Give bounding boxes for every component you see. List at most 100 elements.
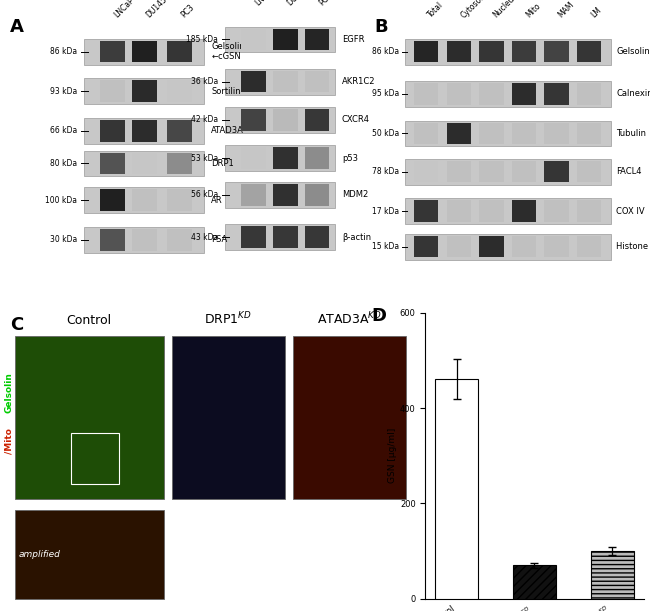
Text: p53: p53	[342, 153, 358, 163]
Bar	[414, 83, 439, 104]
Text: C: C	[10, 315, 24, 334]
Bar	[226, 182, 335, 208]
Bar	[414, 161, 439, 183]
Bar	[241, 29, 266, 50]
Bar	[414, 123, 439, 144]
Bar	[436, 379, 478, 599]
Bar	[479, 83, 504, 104]
Text: Gelsolin: Gelsolin	[4, 372, 13, 413]
Bar	[241, 109, 266, 131]
Bar	[167, 120, 192, 142]
Text: AKR1C2: AKR1C2	[342, 77, 375, 86]
Bar	[84, 118, 204, 144]
Text: ATAD3A$^{KD}$: ATAD3A$^{KD}$	[317, 310, 382, 327]
Bar	[226, 26, 335, 53]
Bar	[273, 184, 298, 205]
Bar	[447, 236, 471, 257]
Bar	[479, 161, 504, 183]
Bar	[226, 145, 335, 171]
Bar	[545, 41, 569, 62]
Text: Total: Total	[426, 1, 445, 20]
Text: B: B	[374, 18, 388, 35]
Text: 93 kDa: 93 kDa	[50, 87, 77, 96]
Text: 80 kDa: 80 kDa	[50, 159, 77, 168]
Y-axis label: GSN [μg/ml]: GSN [μg/ml]	[388, 428, 397, 483]
Text: 66 kDa: 66 kDa	[50, 126, 77, 135]
Text: EGFR: EGFR	[342, 35, 365, 44]
Bar	[414, 236, 439, 257]
Bar	[479, 200, 504, 222]
Bar	[273, 71, 298, 92]
Bar	[100, 81, 125, 102]
Text: Calnexin: Calnexin	[616, 89, 650, 98]
Bar	[545, 161, 569, 183]
Text: DRP1$^{KD}$: DRP1$^{KD}$	[204, 310, 252, 327]
Bar	[404, 233, 611, 260]
Bar	[404, 198, 611, 224]
Bar	[14, 510, 164, 599]
Text: Gelsolin: Gelsolin	[616, 47, 650, 56]
Text: LNCaP: LNCaP	[112, 0, 136, 20]
Bar	[404, 38, 611, 65]
Bar	[479, 41, 504, 62]
Bar	[577, 123, 601, 144]
Bar	[241, 226, 266, 248]
Bar	[132, 81, 157, 102]
Bar	[545, 200, 569, 222]
Text: DU145: DU145	[285, 0, 310, 7]
Text: 100 kDa: 100 kDa	[45, 196, 77, 205]
Text: Gelsolin
←cGSN: Gelsolin ←cGSN	[211, 42, 245, 62]
Text: CXCR4: CXCR4	[342, 115, 370, 125]
Text: 15 kDa: 15 kDa	[372, 242, 399, 251]
Bar	[577, 41, 601, 62]
Bar	[447, 41, 471, 62]
Bar	[293, 335, 406, 499]
Bar	[167, 81, 192, 102]
Text: 42 kDa: 42 kDa	[191, 115, 218, 125]
Text: 86 kDa: 86 kDa	[50, 47, 77, 56]
Text: DU145: DU145	[144, 0, 169, 20]
Bar	[226, 224, 335, 250]
Text: AR: AR	[211, 196, 223, 205]
Bar	[591, 551, 634, 599]
Bar	[545, 236, 569, 257]
Text: D: D	[371, 307, 386, 325]
Bar	[545, 83, 569, 104]
Bar	[84, 150, 204, 177]
Bar	[404, 81, 611, 107]
Bar	[84, 188, 204, 213]
Text: 30 kDa: 30 kDa	[50, 235, 77, 244]
Bar	[100, 229, 125, 251]
Text: 50 kDa: 50 kDa	[372, 129, 399, 138]
Bar	[241, 71, 266, 92]
Text: ATAD3A: ATAD3A	[211, 126, 244, 135]
Text: 56 kDa: 56 kDa	[191, 190, 218, 199]
Bar	[512, 161, 536, 183]
Bar	[512, 41, 536, 62]
Bar	[84, 38, 204, 65]
Bar	[273, 29, 298, 50]
Text: 17 kDa: 17 kDa	[372, 207, 399, 216]
Text: Mito: Mito	[524, 2, 542, 20]
Text: Nucleus: Nucleus	[491, 0, 519, 20]
Bar	[447, 200, 471, 222]
Bar	[305, 184, 330, 205]
Bar	[447, 123, 471, 144]
Bar	[414, 41, 439, 62]
Bar	[305, 147, 330, 169]
Text: LNCaP: LNCaP	[254, 0, 278, 7]
Bar	[132, 229, 157, 251]
Text: 36 kDa: 36 kDa	[191, 77, 218, 86]
Bar	[84, 227, 204, 253]
Text: 53 kDa: 53 kDa	[191, 153, 218, 163]
Bar	[167, 41, 192, 62]
Bar	[167, 153, 192, 174]
Bar	[404, 159, 611, 185]
Text: /Mito: /Mito	[4, 428, 13, 455]
Bar	[577, 161, 601, 183]
Text: 43 kDa: 43 kDa	[191, 233, 218, 241]
Text: COX IV: COX IV	[616, 207, 645, 216]
Bar	[241, 147, 266, 169]
Bar	[71, 433, 120, 485]
Bar	[512, 123, 536, 144]
